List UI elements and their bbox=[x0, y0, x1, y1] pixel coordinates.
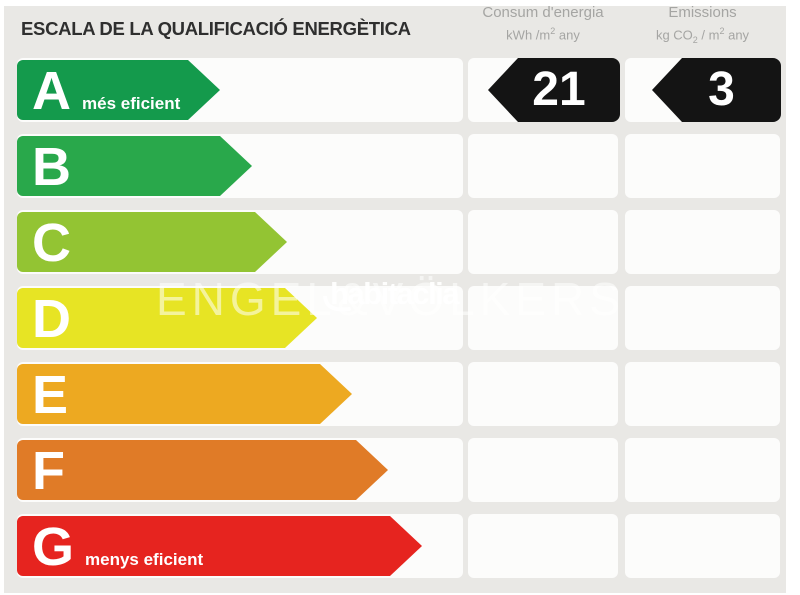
consumption-track bbox=[468, 438, 618, 502]
consumption-value: 21 bbox=[532, 63, 586, 116]
rating-letter: G bbox=[32, 517, 75, 577]
emissions-track bbox=[625, 134, 780, 198]
rating-arrow: A més eficient bbox=[17, 60, 220, 120]
consumption-track bbox=[468, 286, 618, 350]
rating-row: B bbox=[0, 134, 800, 198]
rating-letter: E bbox=[32, 365, 69, 425]
rating-letter: C bbox=[32, 213, 71, 273]
consumption-header-title: Consum d'energia bbox=[482, 4, 604, 21]
rating-arrow: F bbox=[17, 440, 388, 500]
rating-letter: D bbox=[32, 289, 71, 349]
rating-row: E bbox=[0, 362, 800, 426]
rating-arrow: E bbox=[17, 364, 352, 424]
emissions-track bbox=[625, 438, 780, 502]
emissions-column-header: Emissions kg CO2 / m2 any bbox=[625, 4, 780, 46]
consumption-track bbox=[468, 210, 618, 274]
rating-row: C bbox=[0, 210, 800, 274]
rating-letter: B bbox=[32, 137, 71, 197]
rating-arrow: D bbox=[17, 288, 317, 348]
rating-letter: F bbox=[32, 441, 65, 501]
emissions-value-arrow: 3 bbox=[652, 58, 781, 122]
emissions-header-title: Emissions bbox=[668, 4, 737, 21]
emissions-track bbox=[625, 210, 780, 274]
emissions-value: 3 bbox=[708, 63, 735, 116]
rating-qualifier: més eficient bbox=[82, 94, 181, 113]
rating-row: D bbox=[0, 286, 800, 350]
rating-letter: A bbox=[32, 61, 71, 121]
consumption-value-arrow: 21 bbox=[488, 58, 620, 122]
consumption-track bbox=[468, 134, 618, 198]
consumption-column-header: Consum d'energia kWh /m2 any bbox=[468, 4, 618, 43]
consumption-header-unit: kWh /m2 any bbox=[506, 25, 580, 43]
consumption-track bbox=[468, 514, 618, 578]
page-title: ESCALA DE LA QUALIFICACIÓ ENERGÈTICA bbox=[21, 18, 411, 39]
emissions-header-unit: kg CO2 / m2 any bbox=[655, 25, 750, 45]
rating-arrow: G menys eficient bbox=[17, 516, 422, 576]
emissions-track bbox=[625, 362, 780, 426]
consumption-track bbox=[468, 362, 618, 426]
rating-row: G menys eficient bbox=[0, 514, 800, 578]
emissions-track bbox=[625, 514, 780, 578]
rating-arrow: C bbox=[17, 212, 287, 272]
rating-row: F bbox=[0, 438, 800, 502]
emissions-track bbox=[625, 286, 780, 350]
rating-qualifier: menys eficient bbox=[85, 550, 204, 569]
rating-arrow: B bbox=[17, 136, 252, 196]
